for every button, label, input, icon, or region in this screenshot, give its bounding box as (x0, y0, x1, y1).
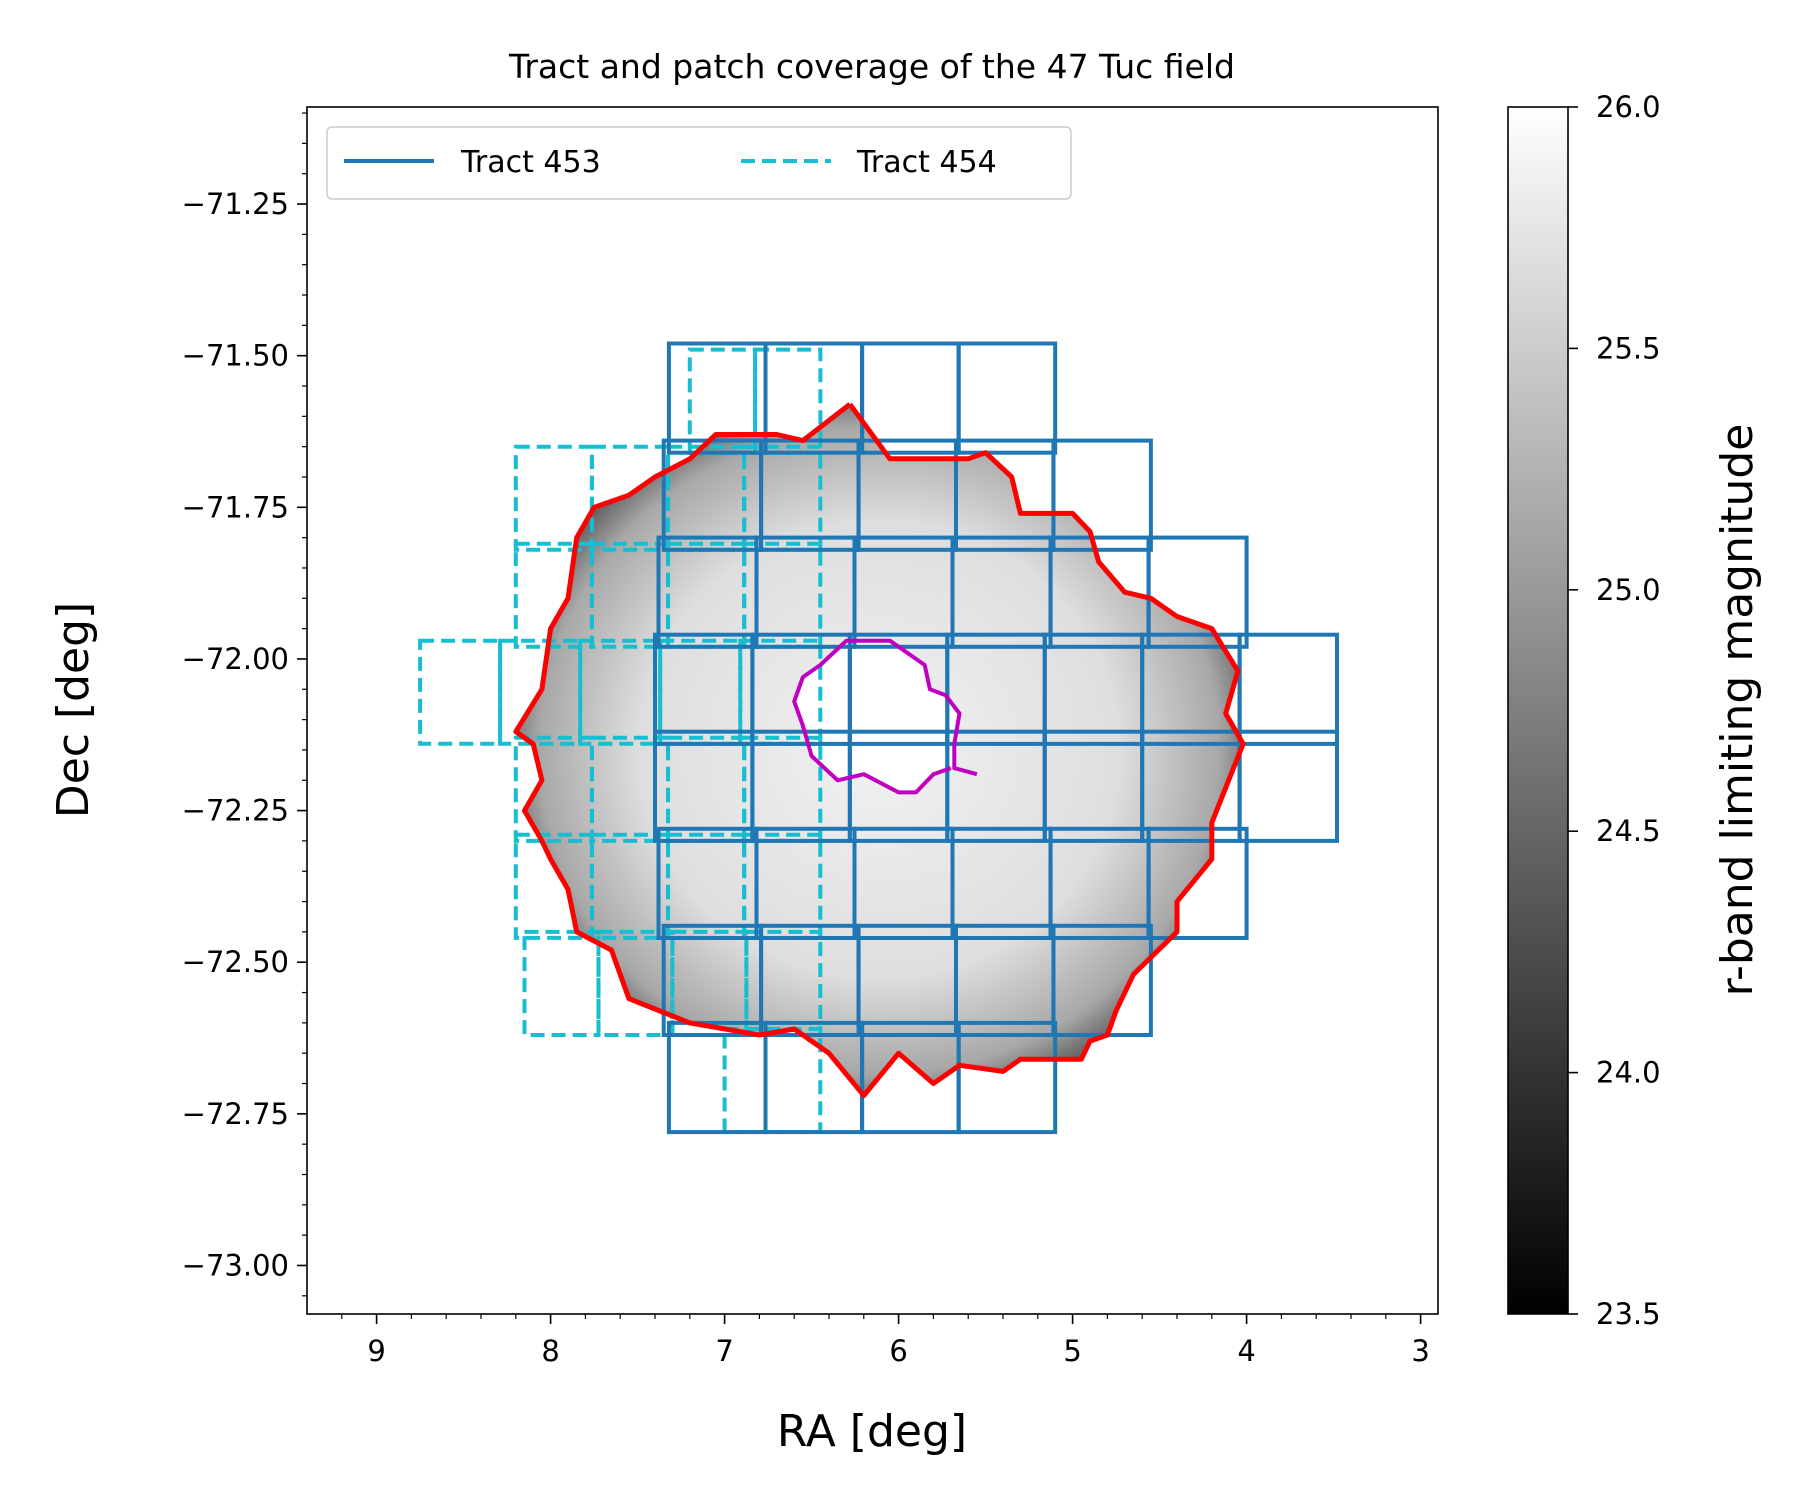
colorbar-tick-label-1: 24.0 (1596, 1056, 1661, 1090)
tract-454-patch-r6-c1 (596, 929, 675, 1038)
x-axis-ticks: 9 8 7 6 5 4 3 (341, 1314, 1430, 1368)
inner-coverage-boundary (792, 638, 978, 795)
x-tick-label-4: 5 (1063, 1334, 1081, 1368)
colorbar-tick-label-0: 23.5 (1596, 1297, 1661, 1331)
y-tick-label-2: −71.75 (182, 490, 289, 524)
tract-453-patch-r4-c6 (1237, 729, 1339, 843)
y-tick-label-0: −71.25 (182, 187, 289, 221)
tract-453-patch-r1-c4 (1051, 438, 1153, 552)
tract-454-patch-r7-c0 (722, 1026, 823, 1135)
tract-453-patches (653, 341, 1339, 1135)
tract-454-patch-r6-c0 (522, 929, 601, 1038)
y-axis-label: Dec [deg] (48, 602, 99, 818)
y-tick-label-1: −71.50 (182, 339, 289, 373)
colorbar-gradient (1507, 106, 1569, 1315)
x-tick-label-1: 8 (541, 1334, 559, 1368)
x-tick-label-6: 3 (1411, 1334, 1429, 1368)
colorbar-tick-label-4: 25.5 (1596, 331, 1661, 365)
tract-453-patch-r5-c5 (1146, 826, 1249, 940)
y-tick-label-7: −73.00 (182, 1248, 289, 1282)
colorbar-ticks: 23.5 24.0 24.5 25.0 25.5 26.0 (1568, 90, 1661, 1331)
colorbar-tick-label-2: 24.5 (1596, 814, 1661, 848)
tract-454-patch-r3-c1 (498, 638, 583, 746)
tract-453-patch-r2-c5 (1146, 535, 1249, 649)
y-tick-label-5: −72.50 (182, 945, 289, 979)
y-tick-label-3: −72.00 (182, 642, 289, 676)
legend-label-tract-453: Tract 453 (460, 145, 601, 180)
legend-box (326, 126, 1072, 200)
axes-frame (306, 106, 1439, 1315)
tract-454-patch-r3-c2 (578, 638, 663, 746)
depth-map-hole (794, 640, 977, 793)
y-axis-ticks: −71.25 −71.50 −71.75 −72.00 −72.25 −72.50 −72.… (182, 112, 307, 1297)
x-tick-label-5: 4 (1237, 1334, 1255, 1368)
plot-area (418, 341, 1339, 1135)
x-tick-label-0: 9 (367, 1334, 385, 1368)
tract-453-patch-r0-c3 (956, 341, 1058, 455)
tract-453-patch-r3-c6 (1237, 632, 1339, 746)
legend-label-tract-454: Tract 454 (856, 145, 997, 180)
colorbar-tick-label-3: 25.0 (1596, 573, 1661, 607)
tract-453-patch-r7-c3 (956, 1020, 1058, 1135)
colorbar: 23.5 24.0 24.5 25.0 25.5 26.0 r-band limiting… (1507, 90, 1763, 1331)
tract-454-patch-r3-c0 (418, 638, 503, 746)
y-tick-label-6: −72.75 (182, 1097, 289, 1131)
x-tick-label-3: 6 (889, 1334, 907, 1368)
x-tick-label-2: 7 (715, 1334, 733, 1368)
colorbar-label: r-band limiting magnitude (1712, 424, 1763, 997)
chart-title: Tract and patch coverage of the 47 Tuc f… (508, 47, 1235, 86)
colorbar-tick-label-5: 26.0 (1596, 90, 1661, 124)
x-axis-label: RA [deg] (777, 1406, 967, 1457)
tract-453-patch-r7-c0 (666, 1020, 768, 1135)
tract-453-patch-r0-c2 (860, 341, 961, 455)
legend: Tract 453 Tract 454 (326, 126, 1072, 200)
y-tick-label-4: −72.25 (182, 794, 289, 828)
outer-coverage-boundary (513, 402, 1246, 1099)
